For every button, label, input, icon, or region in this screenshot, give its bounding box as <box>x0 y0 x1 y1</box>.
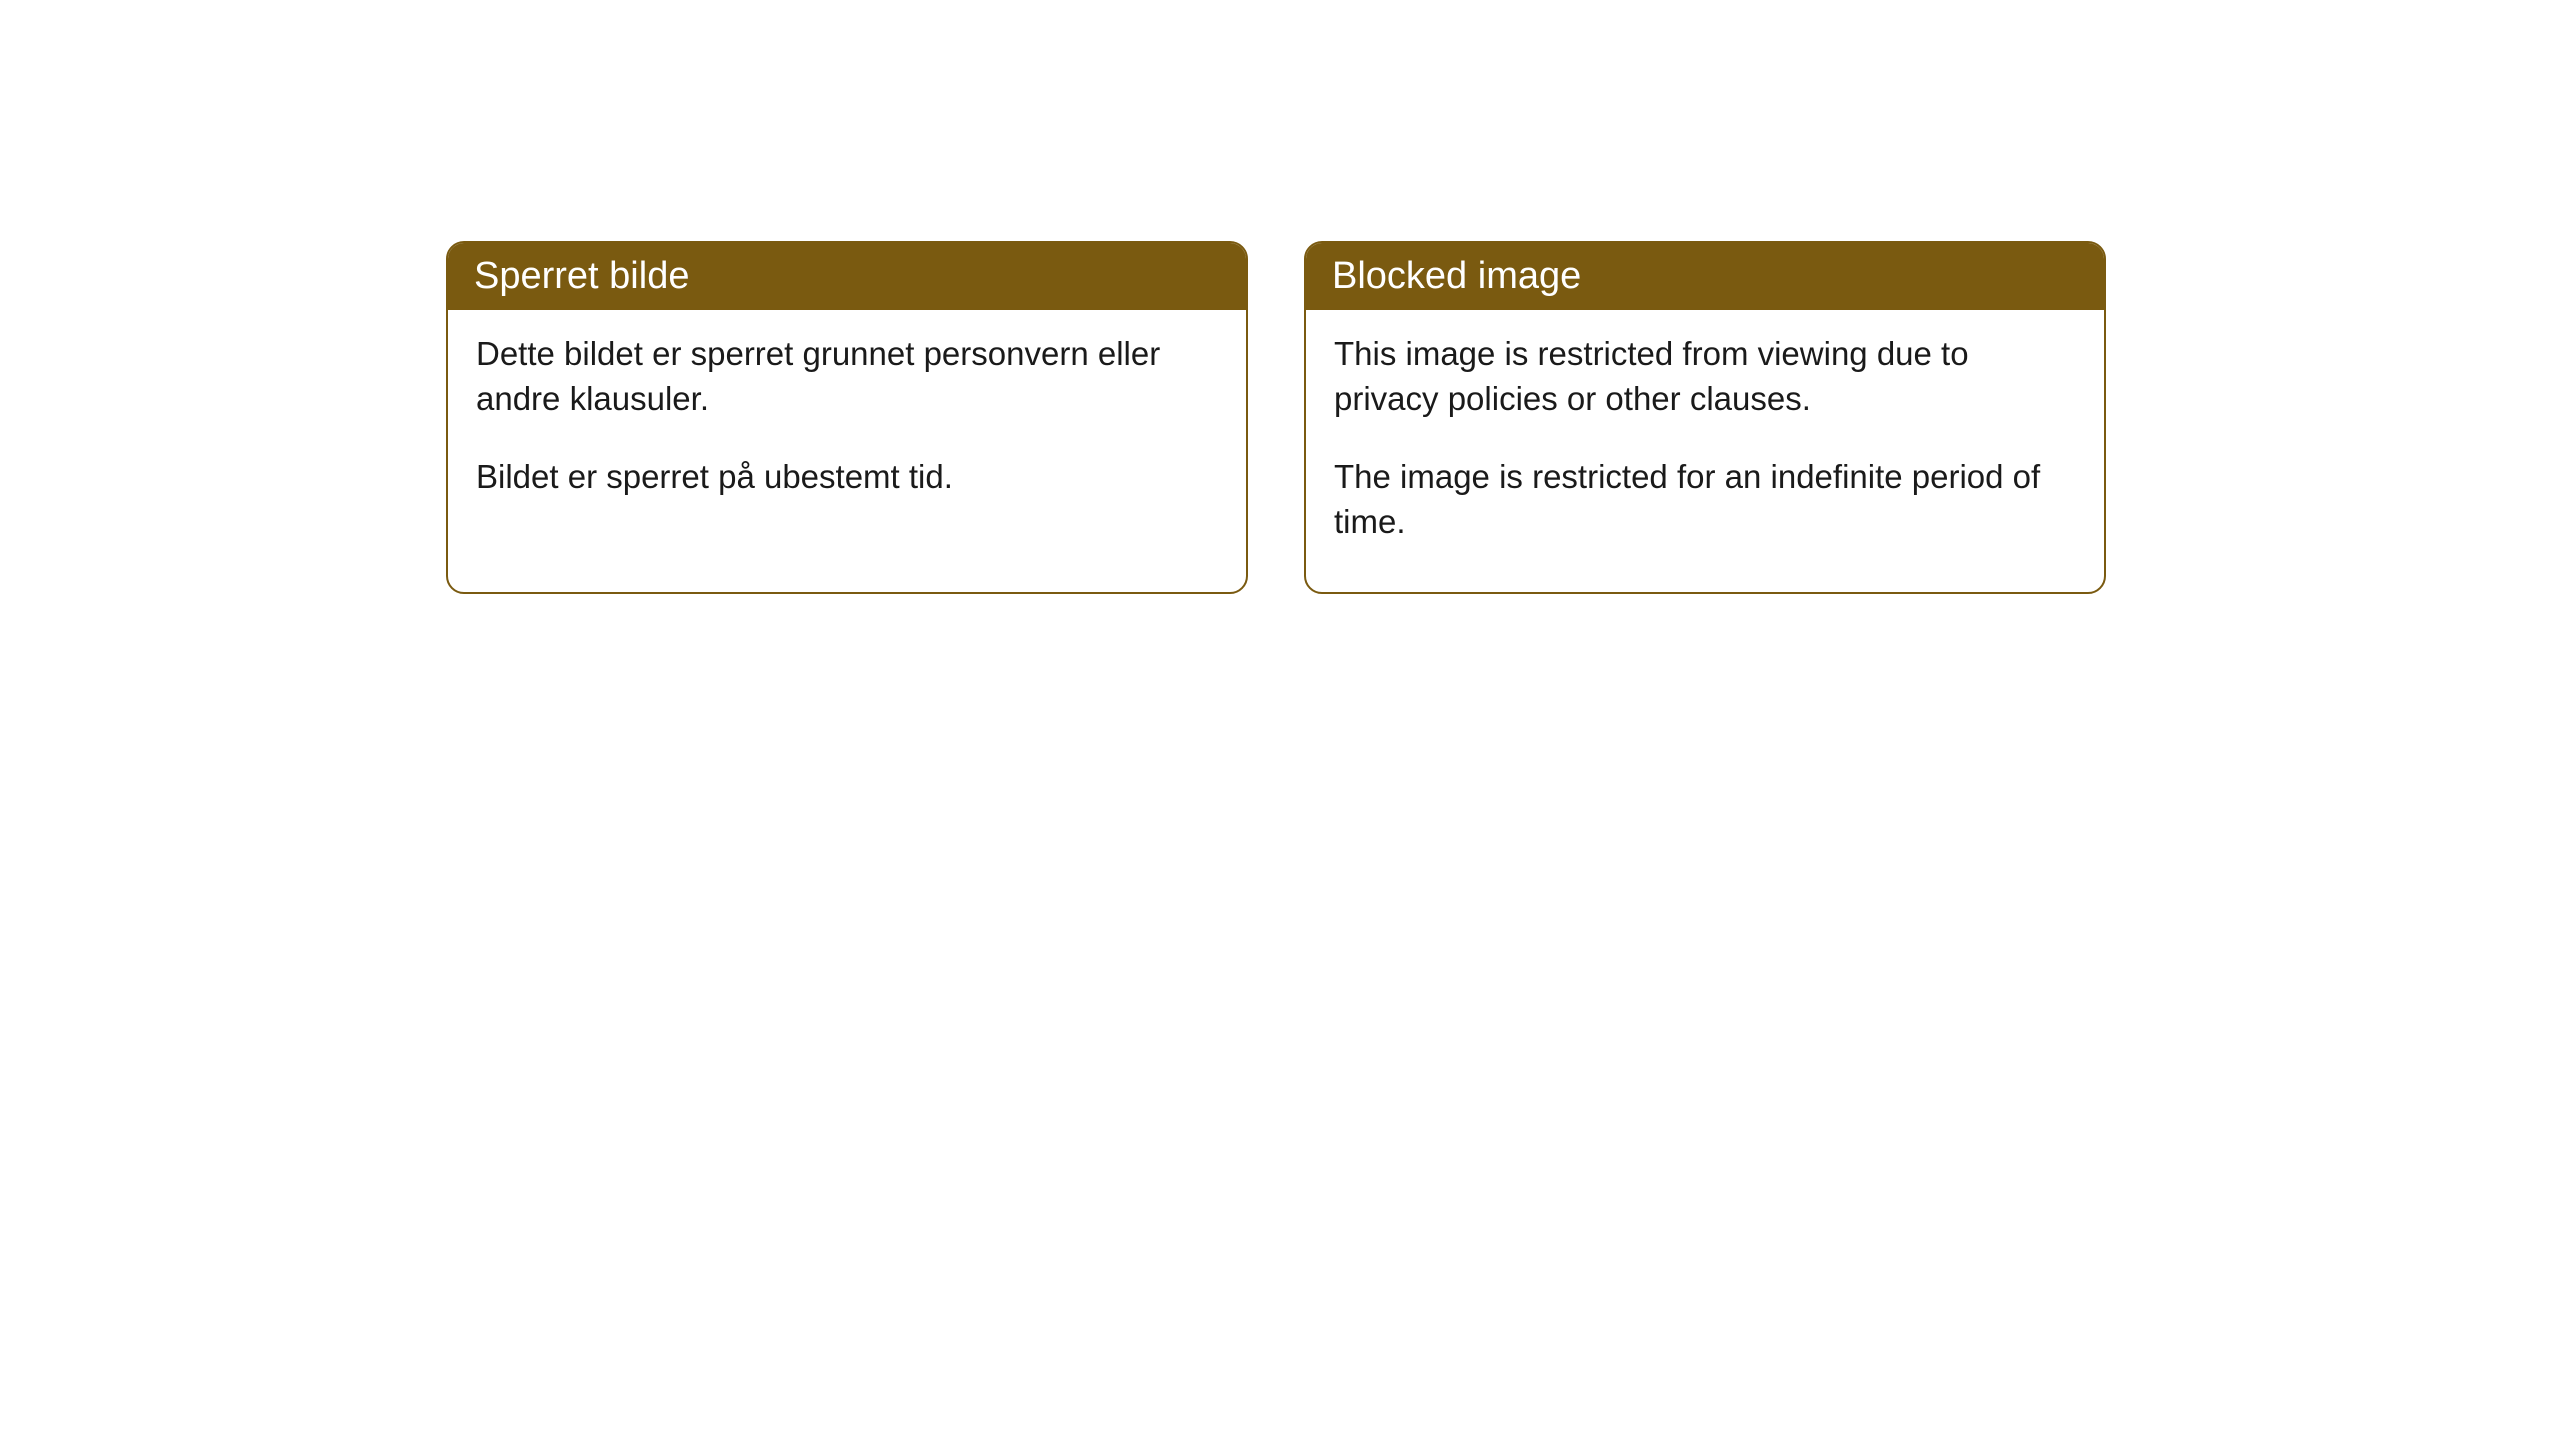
card-header-norwegian: Sperret bilde <box>448 243 1246 310</box>
card-paragraph-2: Bildet er sperret på ubestemt tid. <box>476 455 1218 500</box>
card-paragraph-2: The image is restricted for an indefinit… <box>1334 455 2076 544</box>
card-header-english: Blocked image <box>1306 243 2104 310</box>
card-body-norwegian: Dette bildet er sperret grunnet personve… <box>448 310 1246 548</box>
card-paragraph-1: This image is restricted from viewing du… <box>1334 332 2076 421</box>
card-paragraph-1: Dette bildet er sperret grunnet personve… <box>476 332 1218 421</box>
cards-container: Sperret bilde Dette bildet er sperret gr… <box>0 0 2560 594</box>
card-english: Blocked image This image is restricted f… <box>1304 241 2106 594</box>
card-norwegian: Sperret bilde Dette bildet er sperret gr… <box>446 241 1248 594</box>
card-title: Sperret bilde <box>474 255 689 297</box>
card-body-english: This image is restricted from viewing du… <box>1306 310 2104 592</box>
card-title: Blocked image <box>1332 255 1581 297</box>
